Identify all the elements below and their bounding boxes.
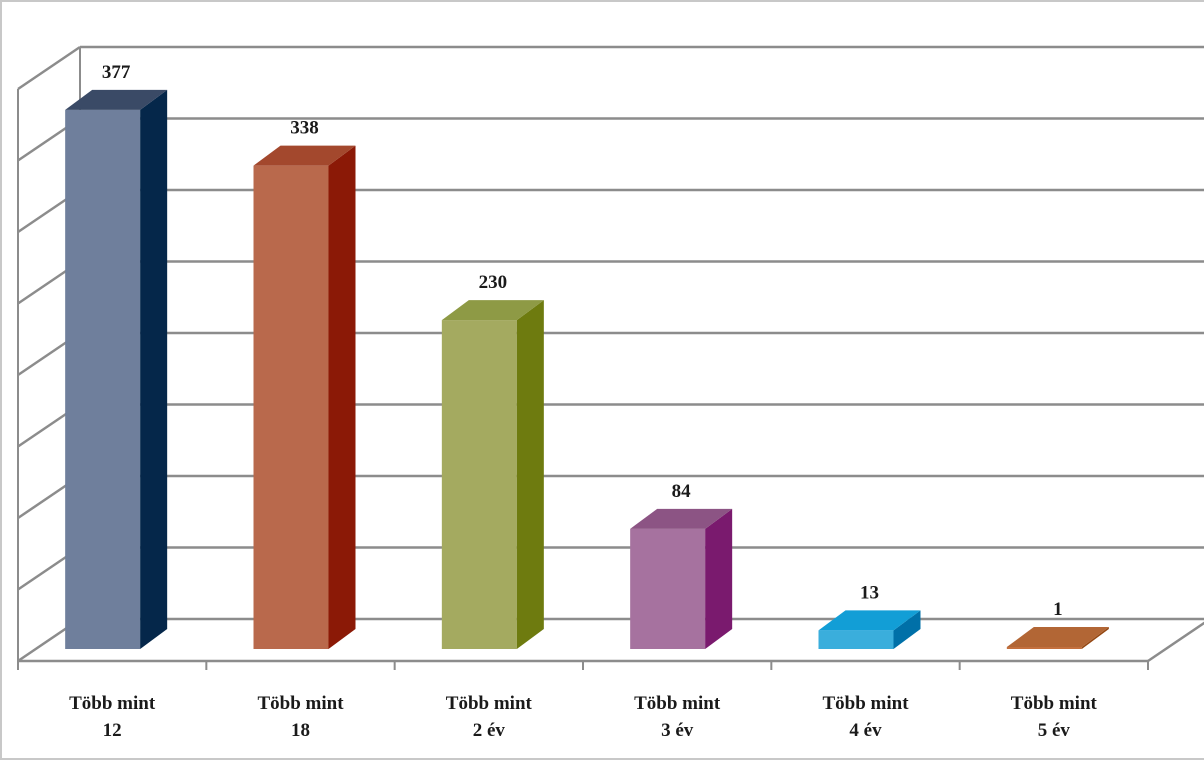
category-label: Több mint: [634, 693, 721, 714]
bar-front: [253, 165, 329, 649]
bar: [818, 610, 921, 649]
category-axis-labels: Több mint 12 Több mint 18 Több mint 2 év Több …: [69, 693, 1097, 741]
data-labels: 377 338 230 84 13 1: [102, 62, 1063, 620]
bar-top: [253, 145, 356, 166]
bar-side: [893, 610, 921, 649]
category-label: 18: [291, 720, 310, 741]
category-label: Több mint: [822, 693, 909, 714]
bar-side: [140, 89, 168, 649]
bar-top: [65, 89, 168, 110]
data-label: 230: [479, 272, 508, 293]
bar-series: [65, 89, 1109, 649]
bar: [1006, 627, 1109, 649]
bar-top: [818, 610, 921, 631]
bar-top: [630, 508, 733, 529]
category-label: Több mint: [257, 693, 344, 714]
bar-front: [630, 528, 706, 649]
category-label: 4 év: [849, 720, 882, 741]
bar-top: [1006, 627, 1109, 647]
category-label: 5 év: [1038, 720, 1071, 741]
bar-top: [441, 300, 544, 321]
chart-walls: [17, 45, 1204, 670]
category-label: 2 év: [473, 720, 506, 741]
bar-front: [65, 109, 141, 649]
bar-front: [818, 630, 894, 649]
bar: [630, 508, 733, 649]
bar: [441, 300, 544, 649]
gridline-side: [17, 45, 81, 91]
data-label: 84: [672, 481, 692, 502]
bar-front: [1006, 647, 1082, 649]
bar: [253, 145, 356, 649]
bar-side: [516, 300, 544, 649]
category-label: Több mint: [1011, 693, 1098, 714]
category-label: 12: [103, 720, 122, 741]
category-label: Több mint: [446, 693, 533, 714]
bar-side: [705, 508, 733, 649]
data-label: 377: [102, 62, 131, 83]
bar-side: [1081, 627, 1109, 649]
data-label: 1: [1053, 599, 1063, 620]
category-label: 3 év: [661, 720, 694, 741]
bar-front: [441, 320, 517, 649]
bar: [65, 89, 168, 649]
bar-side: [328, 145, 356, 649]
floor-right-edge: [1147, 621, 1204, 663]
category-label: Több mint: [69, 693, 156, 714]
data-label: 13: [860, 582, 879, 603]
data-label: 338: [290, 118, 319, 139]
